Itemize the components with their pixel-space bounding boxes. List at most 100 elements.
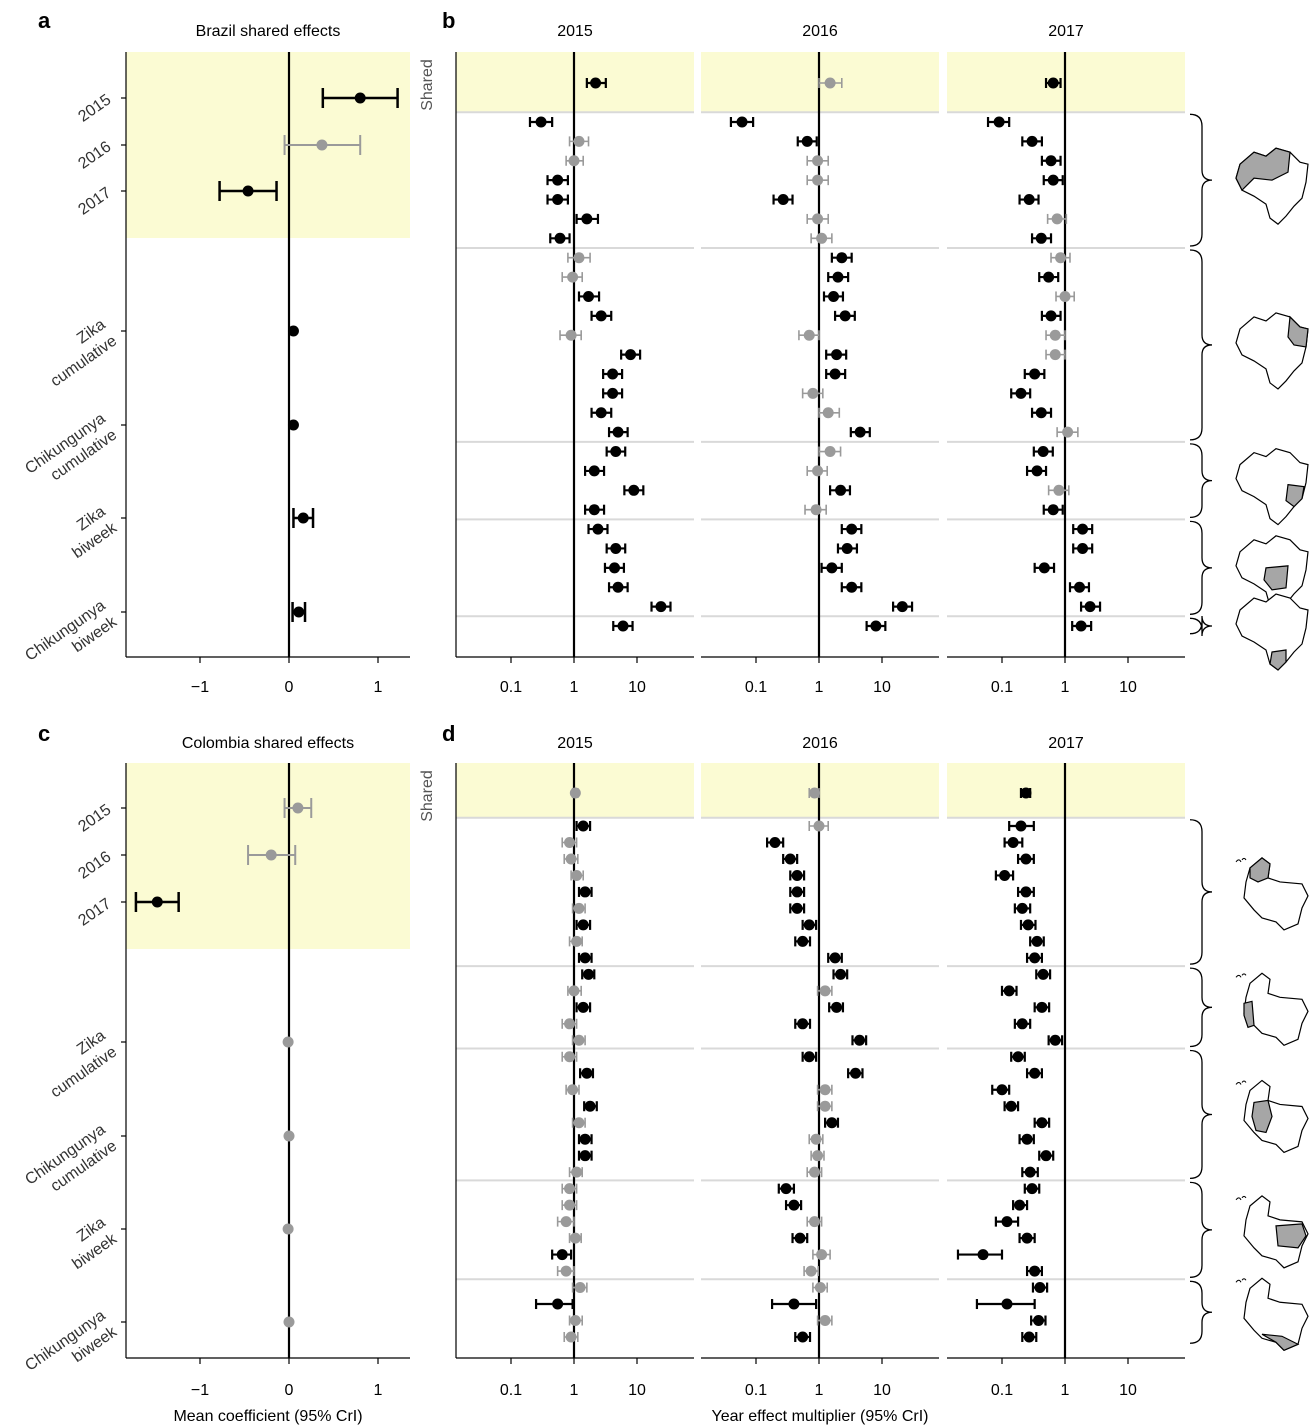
region-estimate xyxy=(577,1133,593,1145)
region-estimate xyxy=(1030,232,1053,244)
point-estimate xyxy=(242,185,254,197)
region-estimate xyxy=(1013,902,1032,914)
point-estimate xyxy=(809,787,821,799)
region-estimate xyxy=(577,952,593,964)
point-estimate xyxy=(824,77,836,89)
region-estimate xyxy=(810,1150,825,1162)
highlighted-region xyxy=(1261,1333,1300,1351)
point-estimate xyxy=(577,919,589,931)
point-estimate xyxy=(581,1067,593,1079)
country-map-icon-region-3 xyxy=(1235,447,1309,526)
year-title: 2016 xyxy=(802,23,838,40)
region-estimate xyxy=(1050,252,1071,264)
point-estimate xyxy=(1074,581,1086,593)
point-estimate xyxy=(819,1315,831,1327)
panel-title: Colombia shared effects xyxy=(182,735,354,752)
region-estimate xyxy=(1047,484,1070,496)
point-estimate xyxy=(560,1216,572,1228)
point-estimate xyxy=(579,952,591,964)
point-estimate xyxy=(1020,853,1032,865)
region-estimate xyxy=(782,853,799,865)
region-estimate xyxy=(577,886,593,898)
point-estimate xyxy=(1016,1018,1028,1030)
y-category-label: 2017 xyxy=(75,184,114,218)
point-estimate xyxy=(1045,155,1057,167)
point-estimate xyxy=(1037,446,1049,458)
point-estimate xyxy=(297,512,309,524)
region-estimate xyxy=(1019,919,1037,931)
point-estimate xyxy=(977,1249,989,1261)
point-estimate xyxy=(565,853,577,865)
region-estimate xyxy=(590,407,613,419)
point-estimate xyxy=(1049,1034,1061,1046)
point-estimate xyxy=(803,329,815,341)
point-estimate xyxy=(822,407,834,419)
point-estimate xyxy=(564,1018,576,1030)
region-estimate xyxy=(602,387,624,399)
point-estimate xyxy=(1029,368,1041,380)
point-estimate xyxy=(812,155,824,167)
region-estimate xyxy=(865,620,887,632)
point-estimate xyxy=(1020,886,1032,898)
region-estimate xyxy=(1042,174,1064,186)
point-estimate xyxy=(354,92,366,104)
region-estimate xyxy=(1013,1018,1032,1030)
region-estimate xyxy=(1016,853,1035,865)
region-estimate xyxy=(1010,1051,1026,1063)
region-estimate xyxy=(1008,820,1035,832)
shared-estimate xyxy=(585,77,607,89)
region-estimate xyxy=(827,271,850,283)
region-estimate xyxy=(567,985,582,997)
point-estimate xyxy=(565,329,577,341)
region-estimate xyxy=(546,174,569,186)
point-estimate xyxy=(846,581,858,593)
point-estimate xyxy=(628,484,640,496)
point-estimate xyxy=(797,935,809,947)
country-map-icon-region-3 xyxy=(1235,1079,1309,1154)
x-tick-label: 10 xyxy=(1119,1382,1137,1399)
region-estimate xyxy=(803,1265,819,1277)
year-panel-2015 xyxy=(455,52,694,663)
estimate-covariate-2: Chikungunyacumulative xyxy=(22,1121,295,1195)
point-estimate xyxy=(791,886,803,898)
y-category-label: Zikabiweek xyxy=(58,1214,121,1273)
y-category-label: Chikungunyabiweek xyxy=(22,597,121,681)
y-category-label: 2017 xyxy=(75,895,114,929)
region-estimate xyxy=(577,1150,593,1162)
point-estimate xyxy=(1038,562,1050,574)
region-estimate xyxy=(575,213,600,225)
point-estimate xyxy=(1022,919,1034,931)
point-estimate xyxy=(805,1265,817,1277)
point-estimate xyxy=(287,419,299,431)
region-estimate xyxy=(1047,1034,1064,1046)
point-estimate xyxy=(829,952,841,964)
x-tick-label: 10 xyxy=(1119,679,1137,696)
region-estimate xyxy=(559,329,582,341)
island-marks xyxy=(1235,1278,1247,1283)
highlighted-region xyxy=(1243,1000,1255,1029)
x-tick-label: 0.1 xyxy=(745,679,767,696)
region-estimate xyxy=(825,349,848,361)
region-estimate xyxy=(568,1232,582,1244)
point-estimate xyxy=(1047,77,1059,89)
point-estimate xyxy=(1049,329,1061,341)
point-estimate xyxy=(588,465,600,477)
region-estimate xyxy=(822,290,845,302)
country-outline xyxy=(1243,1277,1309,1351)
point-estimate xyxy=(870,620,882,632)
region-estimate xyxy=(808,820,830,832)
point-estimate xyxy=(769,836,781,848)
panel-letter-c: c xyxy=(38,721,50,746)
region-estimate xyxy=(1000,985,1018,997)
point-estimate xyxy=(777,194,789,206)
point-estimate xyxy=(1020,787,1032,799)
region-estimate xyxy=(561,1018,578,1030)
point-estimate xyxy=(1036,1117,1048,1129)
point-estimate xyxy=(1023,1331,1035,1343)
point-estimate xyxy=(1001,1216,1013,1228)
region-estimate xyxy=(565,1084,580,1096)
y-category-label: 2016 xyxy=(75,848,114,882)
estimate-covariate-1: Zikacumulative xyxy=(48,316,299,390)
y-category-label: Chikungunyabiweek xyxy=(22,1307,121,1391)
x-tick-label: 1 xyxy=(1061,1382,1070,1399)
